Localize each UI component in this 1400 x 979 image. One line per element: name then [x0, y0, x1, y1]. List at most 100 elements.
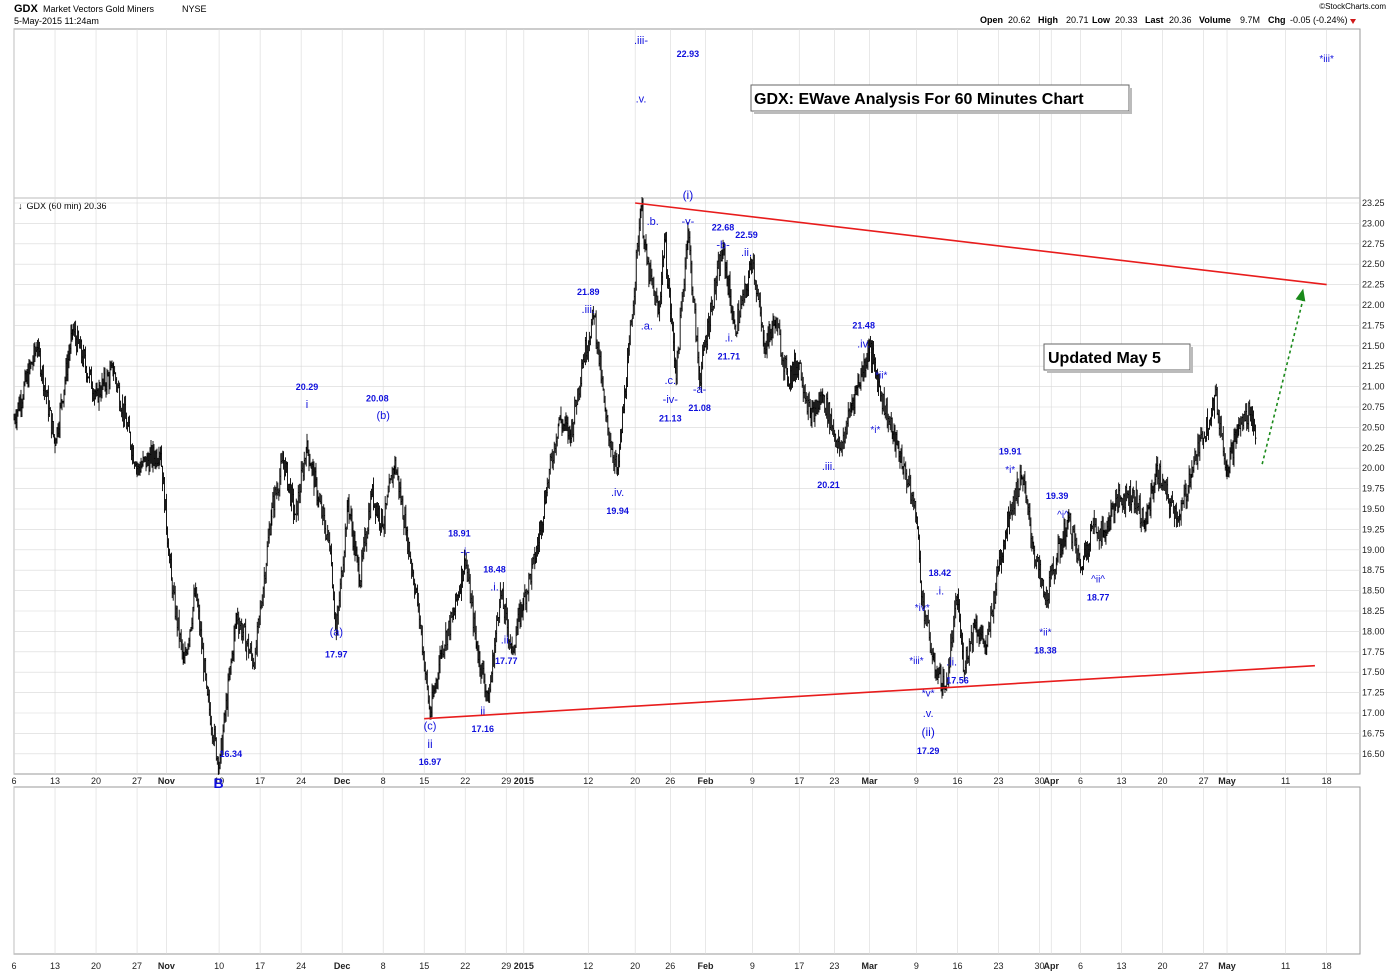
y-tick-label: 22.00	[1362, 300, 1385, 310]
wave-marker-b: B	[214, 775, 224, 791]
wave-label: 19.94	[606, 506, 629, 516]
x-tick-label: 26	[665, 776, 675, 786]
wave-label: ii	[427, 737, 432, 751]
wave-label: 17.77	[495, 656, 518, 666]
wave-label: 20.21	[817, 480, 840, 490]
wave-label: .iv.	[857, 338, 870, 350]
x-tick-label: May	[1218, 776, 1236, 786]
x-tick-label: 13	[50, 961, 60, 971]
y-tick-label: 17.00	[1362, 708, 1385, 718]
y-tick-label: 18.75	[1362, 565, 1385, 575]
y-tick-label: 23.25	[1362, 198, 1385, 208]
y-tick-label: 17.75	[1362, 647, 1385, 657]
x-tick-label: 23	[829, 961, 839, 971]
last-label: Last	[1145, 15, 1164, 25]
wave-label: .iii-	[634, 35, 648, 47]
wave-label: -i-	[460, 547, 470, 559]
y-tick-label: 20.25	[1362, 443, 1385, 453]
x-tick-label: 16	[952, 776, 962, 786]
title-box: GDX: EWave Analysis For 60 Minutes Chart	[750, 84, 1132, 114]
series-legend: ↓ GDX (60 min) 20.36	[18, 201, 107, 211]
x-tick-label: 20	[1158, 961, 1168, 971]
trendline-lower	[424, 664, 1315, 720]
wave-label: 18.77	[1087, 592, 1110, 602]
x-tick-label: Mar	[862, 776, 879, 786]
x-tick-label: 12	[583, 776, 593, 786]
x-tick-label: Feb	[697, 961, 714, 971]
wave-label: 18.91	[448, 529, 471, 539]
x-tick-label: 6	[11, 776, 16, 786]
y-tick-label: 19.50	[1362, 504, 1385, 514]
x-tick-label: 27	[1199, 776, 1209, 786]
open-label: Open	[980, 15, 1003, 25]
y-tick-label: 19.25	[1362, 524, 1385, 534]
low-label: Low	[1092, 15, 1111, 25]
wave-label: *iii*	[1319, 54, 1334, 65]
wave-label: 16.34	[220, 749, 243, 759]
x-tick-label: Dec	[334, 776, 351, 786]
wave-label: .ii.	[501, 635, 512, 647]
x-tick-label: 27	[132, 961, 142, 971]
wave-label: .i.	[490, 582, 499, 594]
y-tick-label: 20.75	[1362, 402, 1385, 412]
exchange: NYSE	[182, 4, 207, 14]
x-tick-label: 20	[630, 961, 640, 971]
wave-label: (ii)	[921, 725, 934, 739]
x-tick-label: 22	[460, 961, 470, 971]
updated-box-text: Updated May 5	[1048, 350, 1161, 367]
wave-label: *i*	[870, 425, 880, 436]
wave-label: -v-	[681, 216, 694, 228]
x-tick-label: 2015	[514, 961, 534, 971]
wave-label: 21.71	[718, 352, 741, 362]
x-tick-label: 13	[1117, 776, 1127, 786]
security-name: Market Vectors Gold Miners	[43, 4, 155, 14]
wave-label: .v.	[923, 708, 934, 720]
wave-label: 21.13	[659, 414, 682, 424]
x-tick-label: 17	[794, 776, 804, 786]
wave-label: -a-	[693, 384, 707, 396]
x-tick-label: 23	[993, 776, 1003, 786]
x-tick-label: 29	[501, 776, 511, 786]
x-tick-label: Apr	[1043, 776, 1059, 786]
wave-label: 19.91	[999, 446, 1022, 456]
x-tick-label: 20	[91, 961, 101, 971]
x-tick-label: Nov	[158, 776, 175, 786]
x-tick-label: 18	[1322, 961, 1332, 971]
x-tick-label: 6	[1078, 776, 1083, 786]
x-tick-label: Feb	[697, 776, 714, 786]
x-tick-label: 23	[829, 776, 839, 786]
x-tick-label: 9	[750, 961, 755, 971]
y-tick-label: 22.50	[1362, 259, 1385, 269]
wave-label: .iii.	[822, 461, 835, 473]
wave-label: 22.93	[677, 49, 700, 59]
wave-label: .i.	[725, 333, 734, 345]
wave-label: *ii*	[1039, 627, 1051, 638]
wave-label: 20.29	[296, 382, 319, 392]
projection-arrow-head-icon	[1295, 288, 1306, 302]
projection-arrow	[1261, 298, 1304, 465]
wave-label: (b)	[376, 410, 389, 422]
wave-label: (i)	[683, 188, 694, 202]
x-tick-label: 15	[419, 776, 429, 786]
x-tick-label: 22	[460, 776, 470, 786]
y-tick-label: 21.25	[1362, 361, 1385, 371]
wave-label: 18.38	[1034, 645, 1057, 655]
wave-label: .ii.	[741, 247, 752, 259]
wave-label: *v*	[922, 689, 935, 700]
x-tick-label: 29	[501, 961, 511, 971]
x-tick-label: May	[1218, 961, 1236, 971]
x-tick-label: 12	[583, 961, 593, 971]
x-tick-label: 17	[794, 961, 804, 971]
wave-label: *ii*	[875, 370, 887, 381]
x-tick-label: 11	[1281, 961, 1290, 971]
symbol: GDX	[14, 3, 39, 15]
wave-label: 17.16	[472, 724, 495, 734]
y-tick-label: 21.00	[1362, 382, 1385, 392]
wave-label: .v.	[636, 94, 647, 106]
x-tick-label: 17	[255, 961, 265, 971]
x-tick-label: 30	[1034, 961, 1044, 971]
x-tick-label: 20	[630, 776, 640, 786]
trendline-upper	[635, 202, 1327, 286]
grid	[13, 29, 1360, 954]
y-tick-label: 23.00	[1362, 218, 1385, 228]
